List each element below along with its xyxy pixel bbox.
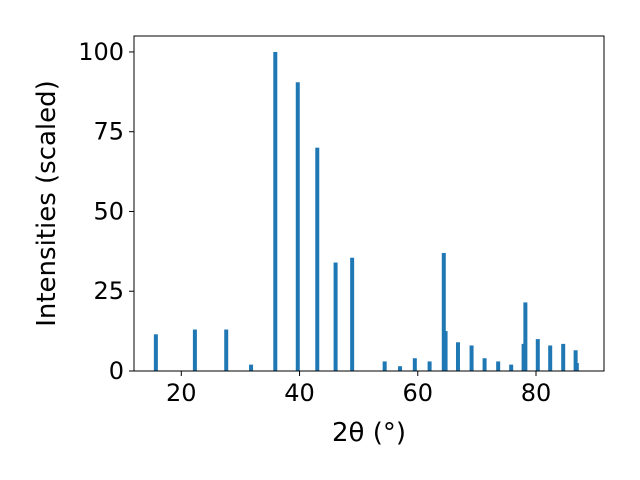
bar-7 [315,147,320,371]
bar-22 [523,302,528,371]
y-tick-label: 75 [93,118,124,146]
bar-3 [224,329,229,371]
bar-9 [350,257,355,371]
x-tick-label: 40 [284,379,315,407]
bar-19 [496,361,501,371]
bar-18 [482,358,487,371]
y-tick-label: 0 [109,357,124,385]
x-tick-label: 60 [403,379,434,407]
plot-frame [133,35,605,372]
bar-8 [333,262,338,371]
y-axis: 0 25 50 75 100 [78,38,134,385]
bars-layer [153,51,579,371]
bar-12 [412,358,417,371]
bar-16 [455,342,460,371]
x-tick-label: 20 [166,379,197,407]
y-axis-label: Intensities (scaled) [32,80,62,327]
bar-25 [561,343,566,371]
bar-6 [295,82,300,371]
bar-26 [573,350,578,371]
x-axis: 20 40 60 80 [166,371,551,407]
bar-24 [548,345,553,371]
x-axis-label: 2θ (°) [332,418,406,448]
y-tick-label: 25 [93,277,124,305]
bar-27 [574,363,579,371]
bar-4 [249,364,254,371]
bar-15 [443,331,448,371]
bar-5 [273,51,278,371]
bar-20 [509,364,514,371]
y-tick-label: 50 [93,197,124,225]
bar-14 [441,252,446,371]
bar-11 [398,366,403,371]
bar-2 [192,329,197,371]
bar-1 [153,334,158,371]
x-tick-label: 80 [521,379,552,407]
bar-13 [427,361,432,371]
y-tick-label: 100 [78,38,124,66]
bar-23 [535,339,540,371]
bar-10 [382,361,387,371]
bar-17 [469,345,474,371]
